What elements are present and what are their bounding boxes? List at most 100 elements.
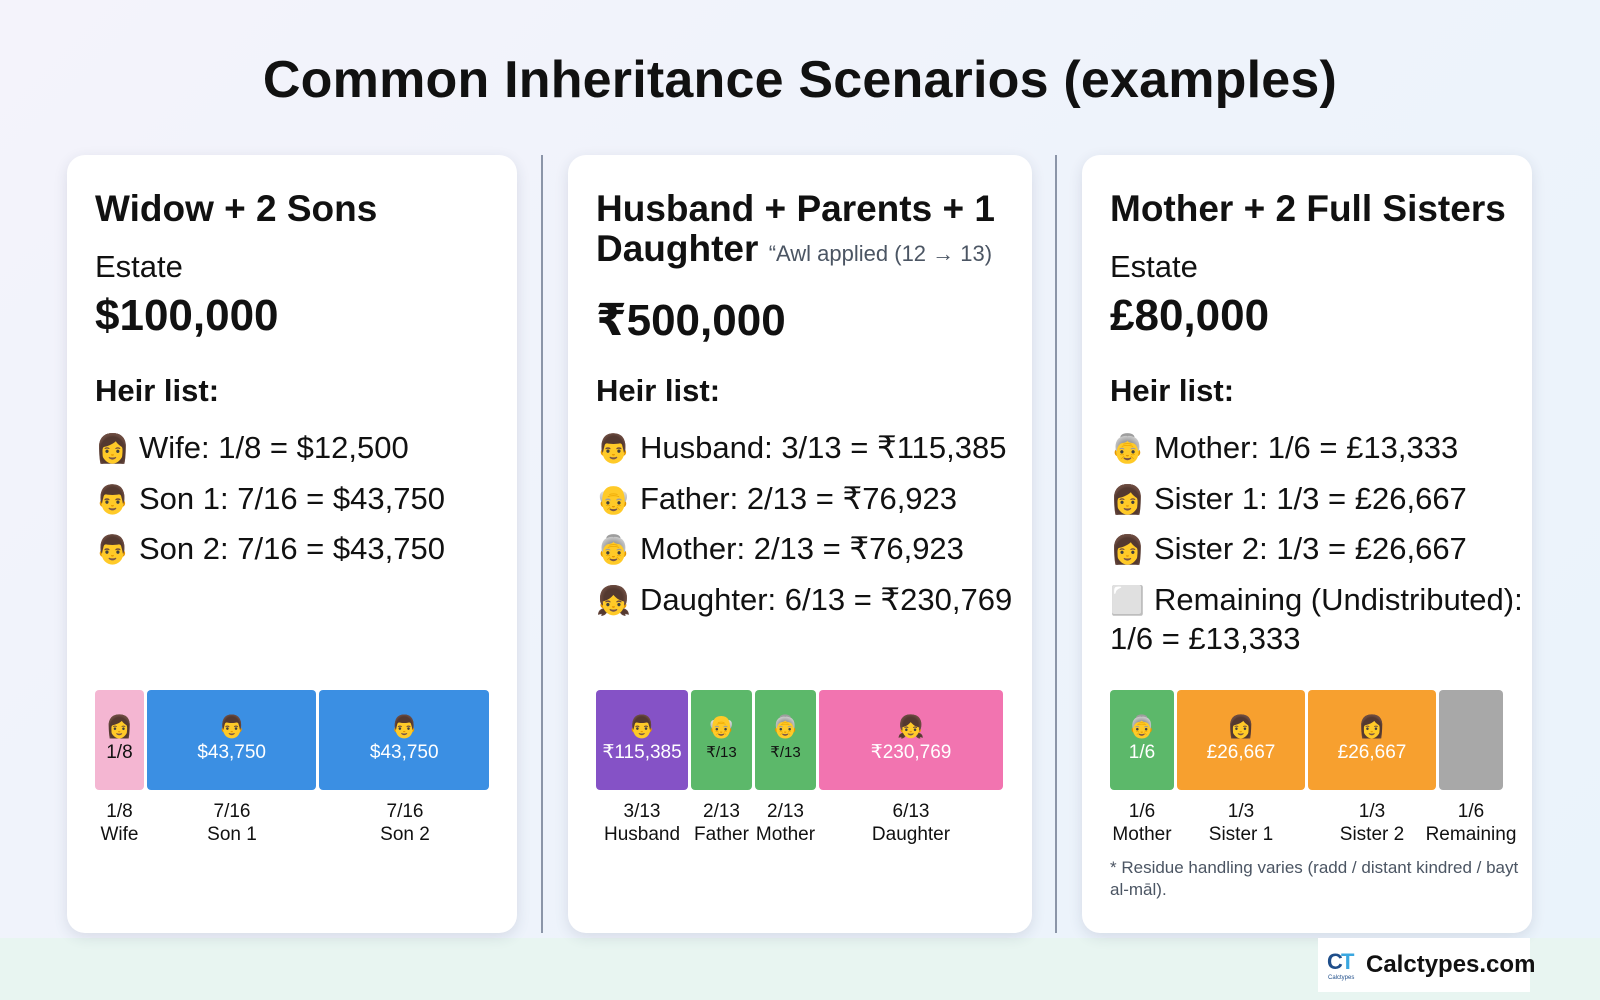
share-label-remaining: 1/6 Remaining	[1426, 800, 1517, 846]
estate-label: Estate	[1110, 249, 1198, 284]
share-segment-mother: 👵 1/6	[1110, 690, 1174, 790]
share-label-sister-2: 1/3 Sister 2	[1340, 800, 1404, 846]
heir-list: 👨 Husband: 3/13 = ₹115,385 👴 Father: 2/13 …	[596, 423, 1016, 625]
heir-row-son-1: 👨 Son 1: 7/16 = $43,750	[95, 474, 515, 525]
share-fraction: 7/16	[386, 801, 424, 822]
share-heir-name: Son 2	[380, 824, 430, 845]
share-label-mother: 1/6 Mother	[1112, 800, 1171, 846]
person-icon: 👩	[1358, 714, 1386, 739]
heir-row-wife: 👩 Wife: 1/8 = $12,500	[95, 423, 515, 474]
share-segment-father: 👴 ₹/13	[691, 690, 752, 790]
svg-text:T: T	[1341, 949, 1355, 974]
heir-text: Remaining (Undistributed): 1/6 = £13,333	[1110, 581, 1523, 656]
woman-icon: 👩	[1110, 534, 1145, 565]
share-fraction: 1/6	[1128, 801, 1156, 822]
older-woman-icon: 👵	[596, 534, 631, 565]
ct-logo-icon: C T Calctypes	[1326, 945, 1362, 985]
person-icon: 👨	[628, 714, 656, 739]
residue-footnote: * Residue handling varies (radd / distan…	[1110, 858, 1519, 899]
share-fraction: 1/6	[1457, 801, 1485, 822]
heir-list: 👵 Mother: 1/6 = £13,333 👩 Sister 1: 1/3 = …	[1110, 423, 1530, 658]
share-fraction: 6/13	[892, 801, 930, 822]
share-heir-name: Daughter	[871, 824, 951, 845]
card-title: Widow + 2 Sons	[95, 188, 378, 229]
gray-square-icon: ⬜	[1110, 584, 1145, 616]
card-title: Husband + Parents + 1 Daughter “Awl appl…	[596, 189, 1016, 274]
share-segment-sister-1: 👩 £26,667	[1177, 690, 1305, 790]
share-segment-daughter: 👧 ₹230,769	[819, 690, 1003, 790]
man-icon: 👨	[596, 433, 631, 464]
older-woman-icon: 👵	[1110, 433, 1145, 464]
share-segment-son-1: 👨 $43,750	[146, 690, 317, 790]
heir-text: Sister 1: 1/3 = £26,667	[1154, 480, 1467, 516]
person-icon: 👨	[217, 714, 246, 739]
card-title: Mother + 2 Full Sisters	[1110, 188, 1506, 229]
estate-value: $100,000	[95, 291, 279, 340]
share-segment-value: ₹/13	[706, 744, 737, 761]
share-segment-value: ₹230,769	[870, 742, 952, 763]
person-icon: 👩	[1227, 714, 1255, 739]
scenario-card-mother-sisters: Mother + 2 Full Sisters Estate £80,000 H…	[1082, 155, 1532, 933]
heir-row-son-2: 👨 Son 2: 7/16 = $43,750	[95, 524, 515, 575]
scenario-card-widow-sons: Widow + 2 Sons Estate $100,000 Heir list…	[67, 155, 517, 933]
share-heir-name: Son 1	[207, 824, 257, 845]
share-heir-name: Remaining	[1425, 824, 1517, 845]
share-labels: 1/6 Mother 1/3 Sister 1 1/3 Sister 2 1/6 Remain…	[1110, 800, 1516, 850]
person-icon: 👵	[771, 714, 800, 739]
share-fraction: 2/13	[767, 801, 804, 822]
heir-text: Son 1: 7/16 = $43,750	[139, 480, 445, 516]
share-label-husband: 3/13 Husband	[604, 800, 680, 846]
share-bar: 👨 ₹115,385 👴 ₹/13 👵 ₹/13 👧 ₹230,769	[596, 690, 1004, 790]
heir-text: Son 2: 7/16 = $43,750	[139, 531, 445, 566]
share-fraction: 1/3	[1358, 801, 1386, 822]
heir-text: Mother: 1/6 = £13,333	[1154, 430, 1459, 465]
share-segment-value: ₹/13	[770, 744, 801, 761]
share-segment-remaining	[1439, 690, 1503, 790]
share-segment-value: ₹115,385	[602, 742, 682, 763]
person-icon: 👧	[897, 714, 925, 739]
column-divider	[1055, 155, 1057, 933]
share-segment-son-2: 👨 $43,750	[319, 690, 489, 790]
share-label-son-2: 7/16 Son 2	[380, 800, 430, 846]
share-label-father: 2/13 Father	[694, 800, 749, 846]
share-segment-sister-2: 👩 £26,667	[1308, 690, 1436, 790]
card-title-line-1: Husband + Parents + 1	[596, 188, 995, 229]
heir-text: Wife: 1/8 = $12,500	[139, 430, 409, 465]
man-icon: 👨	[95, 534, 130, 565]
share-label-mother: 2/13 Mother	[756, 800, 815, 846]
share-segment-husband: 👨 ₹115,385	[596, 690, 688, 790]
share-heir-name: Sister 2	[1339, 824, 1405, 845]
calctypes-logo[interactable]: C T Calctypes Calctypes.com	[1318, 938, 1535, 992]
estate-value: ₹500,000	[596, 296, 786, 345]
share-segment-value: 1/8	[106, 742, 133, 763]
share-bar: 👩 1/8 👨 $43,750 👨 $43,750	[95, 690, 489, 790]
person-icon: 👩	[105, 714, 134, 739]
heir-row-mother: 👵 Mother: 2/13 = ₹76,923	[596, 524, 1016, 575]
page-title: Common Inheritance Scenarios (examples)	[262, 51, 1338, 109]
share-fraction: 1/3	[1227, 801, 1255, 822]
estate-label: Estate	[95, 249, 183, 284]
heir-row-husband: 👨 Husband: 3/13 = ₹115,385	[596, 423, 1016, 474]
heir-row-remaining: ⬜ Remaining (Undistributed): 1/6 = £13,33…	[1110, 575, 1530, 658]
share-bar: 👵 1/6 👩 £26,667 👩 £26,667	[1110, 690, 1504, 790]
heir-row-father: 👴 Father: 2/13 = ₹76,923	[596, 474, 1016, 525]
heir-list-heading: Heir list:	[1110, 373, 1235, 408]
svg-text:Calctypes: Calctypes	[1328, 975, 1354, 981]
person-icon: 👵	[1128, 714, 1156, 739]
heir-text: Father: 2/13 = ₹76,923	[640, 480, 958, 516]
share-heir-name: Wife	[100, 824, 139, 845]
awl-note: “Awl applied (12 → 13)	[768, 241, 993, 266]
share-heir-name: Sister 1	[1208, 824, 1274, 845]
share-fraction: 7/16	[213, 801, 251, 822]
share-heir-name: Mother	[755, 824, 816, 845]
share-fraction: 1/8	[106, 801, 133, 822]
column-divider	[541, 155, 543, 933]
share-segment-mother: 👵 ₹/13	[755, 690, 816, 790]
heir-text: Mother: 2/13 = ₹76,923	[640, 531, 964, 566]
share-labels: 3/13 Husband 2/13 Father 2/13 Mother 6/13 Daugh…	[596, 800, 1004, 850]
svg-text:C: C	[1327, 949, 1343, 974]
woman-icon: 👩	[1110, 483, 1145, 515]
heir-row-daughter: 👧 Daughter: 6/13 = ₹230,769	[596, 575, 1016, 626]
heir-text: Sister 2: 1/3 = £26,667	[1154, 531, 1467, 566]
woman-icon: 👩	[95, 433, 130, 464]
